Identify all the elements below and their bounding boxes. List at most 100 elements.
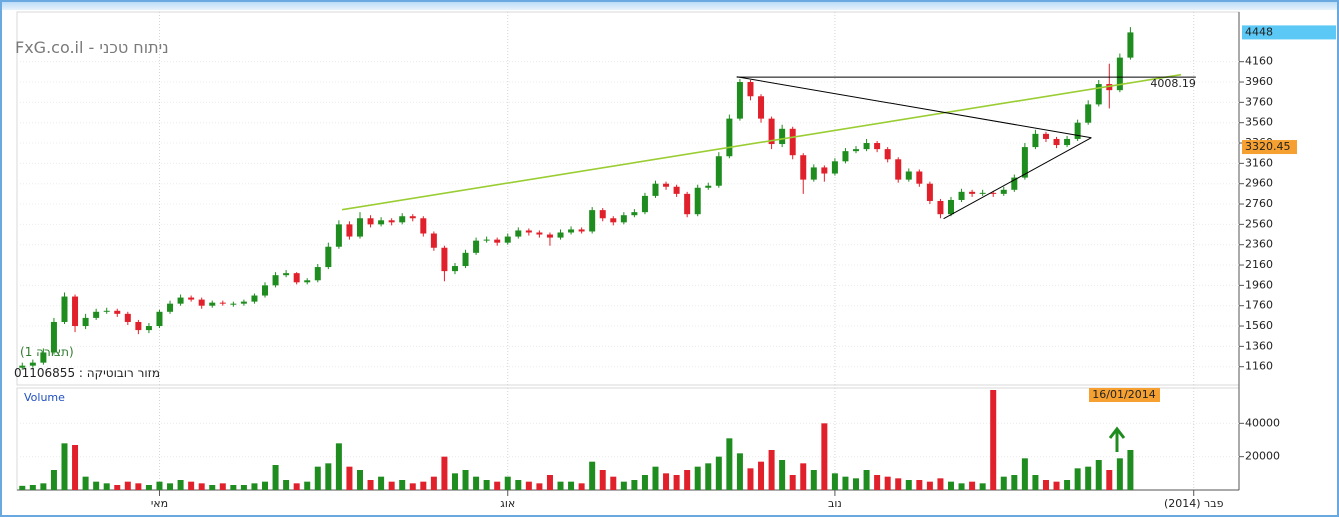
candle-body [430, 233, 437, 248]
volume-bar [356, 470, 363, 490]
candle-body [93, 311, 100, 318]
volume-bar [50, 470, 57, 490]
volume-bar [462, 470, 469, 490]
volume-bar [314, 466, 321, 490]
candle-body [1074, 122, 1081, 139]
volume-bar [209, 485, 216, 490]
y-tick-label: 2360 [1245, 238, 1273, 251]
candle-body [810, 167, 817, 180]
candle-body [1032, 133, 1039, 148]
volume-bar [874, 475, 881, 490]
volume-bar [135, 483, 142, 490]
volume-bar [103, 483, 110, 490]
trend-line [943, 137, 1092, 220]
candle-body [72, 296, 79, 327]
volume-bar [156, 481, 163, 490]
candle-body [979, 192, 986, 194]
volume-bar [979, 483, 986, 490]
volume-bar [599, 470, 606, 490]
candle-body [240, 301, 247, 304]
candle-body [367, 218, 374, 225]
y-tick-label: 20000 [1245, 450, 1280, 463]
candle-body [525, 230, 532, 233]
candle-body [937, 200, 944, 215]
candle-body [673, 186, 680, 194]
candle-body [546, 234, 553, 238]
candle-body [536, 232, 543, 235]
candle-body [283, 273, 290, 276]
candle-body [198, 299, 205, 306]
volume-bar [29, 485, 36, 490]
candle-body [177, 297, 184, 304]
volume-bar [483, 480, 490, 490]
volume-bar [1011, 475, 1018, 490]
candle-body [462, 252, 469, 267]
volume-bar [705, 463, 712, 490]
volume-bar [536, 483, 543, 490]
candle-body [715, 156, 722, 186]
volume-bar [124, 481, 131, 490]
volume-bar [641, 475, 648, 490]
volume-bar [652, 466, 659, 490]
volume-bar [947, 481, 954, 490]
candle-body [631, 212, 638, 216]
candle-body [378, 220, 385, 225]
candle-body [1042, 133, 1049, 139]
volume-bar [1116, 458, 1123, 490]
candle-body [494, 239, 501, 243]
volume-bar [1106, 470, 1113, 490]
candle-body [853, 149, 860, 152]
candle-body [620, 215, 627, 223]
candle-body [779, 128, 786, 145]
volume-bar [546, 475, 553, 490]
volume-bar [863, 470, 870, 490]
volume-bar [663, 473, 670, 490]
candle-body [1064, 138, 1071, 146]
volume-bar [114, 485, 121, 490]
candle-body [1116, 57, 1123, 91]
volume-bar [926, 481, 933, 490]
volume-bar [240, 485, 247, 490]
y-tick-label: 2160 [1245, 258, 1273, 271]
volume-bar [905, 480, 912, 490]
candle-body [188, 297, 195, 300]
candle-body [1011, 177, 1018, 190]
y-tick-label: 3560 [1245, 116, 1273, 129]
volume-bar [420, 481, 427, 490]
price-marker [1242, 25, 1336, 40]
y-tick-label: 3160 [1245, 156, 1273, 169]
volume-title: Volume [24, 391, 65, 404]
volume-bar [715, 456, 722, 490]
candle-body [230, 303, 237, 305]
volume-bar [451, 473, 458, 490]
volume-pane [16, 387, 1240, 491]
candle-body [947, 199, 954, 215]
volume-bar [1032, 475, 1039, 490]
volume-bar [399, 480, 406, 490]
volume-bar [515, 480, 522, 490]
candle-body [736, 82, 743, 119]
candle-body [726, 118, 733, 157]
candle-body [293, 273, 300, 283]
y-tick-label: 1560 [1245, 319, 1273, 332]
candle-body [926, 183, 933, 201]
date-marker-box [1089, 388, 1160, 402]
volume-bar [853, 478, 860, 490]
volume-bar [1127, 450, 1134, 490]
candle-body [905, 171, 912, 180]
volume-bar [758, 461, 765, 490]
candle-body [61, 296, 68, 322]
volume-bar [272, 465, 279, 490]
volume-bar [188, 481, 195, 490]
volume-bar [1021, 458, 1028, 490]
candle-body [335, 224, 342, 247]
volume-bar [684, 470, 691, 490]
candle-body [958, 191, 965, 200]
trend-line [736, 76, 1092, 139]
y-tick-label: 1960 [1245, 278, 1273, 291]
candle-body [652, 183, 659, 196]
candle-body [325, 246, 332, 268]
candle-body [1127, 32, 1134, 58]
y-tick-label: 1360 [1245, 339, 1273, 352]
volume-bar [631, 480, 638, 490]
